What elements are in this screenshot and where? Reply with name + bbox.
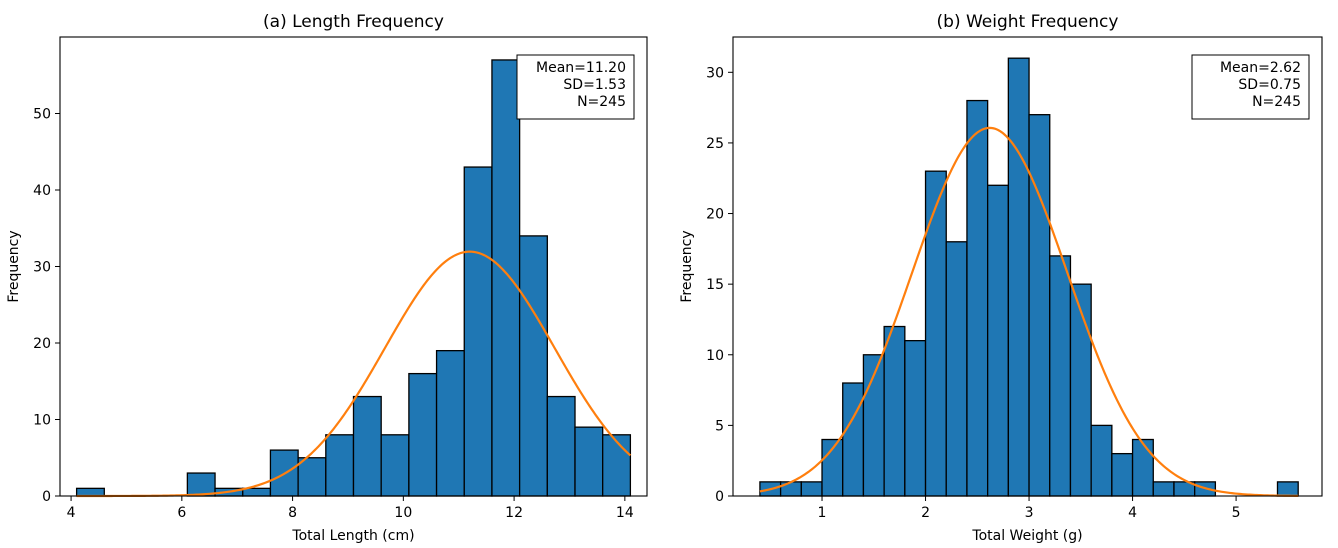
x-tick-label: 5 bbox=[1232, 505, 1241, 521]
stats-line: N=245 bbox=[577, 94, 626, 110]
histogram-bar bbox=[883, 325, 906, 497]
histogram-bar bbox=[75, 487, 105, 497]
histogram-bar bbox=[945, 241, 968, 497]
x-tick-label: 3 bbox=[1025, 505, 1034, 521]
histogram-bar bbox=[924, 170, 947, 497]
histogram-bar bbox=[1007, 57, 1030, 497]
x-axis-label: Total Weight (g) bbox=[971, 528, 1082, 544]
histogram-bar bbox=[842, 382, 865, 497]
stats-line: SD=1.53 bbox=[563, 77, 626, 93]
histogram-bar bbox=[966, 99, 989, 497]
y-tick-label: 0 bbox=[715, 489, 724, 505]
y-axis-label: Frequency bbox=[6, 230, 22, 302]
y-tick-label: 10 bbox=[33, 413, 51, 429]
histogram-bar bbox=[904, 339, 927, 497]
histogram-bar bbox=[1049, 255, 1072, 497]
chart-panel-2: 1 2 3 4 5 0 5 10 15 20 25 30 (b) Weight Frequency Tot… bbox=[679, 12, 1323, 544]
normal-fit-curve bbox=[759, 126, 1299, 497]
y-tick-label: 5 bbox=[715, 418, 724, 434]
histogram-bar bbox=[574, 426, 604, 497]
histogram-bar bbox=[1028, 114, 1051, 497]
y-tick-label: 15 bbox=[706, 277, 724, 293]
histogram-bar bbox=[1069, 283, 1092, 497]
histogram-bar bbox=[1131, 438, 1154, 497]
histogram-bar bbox=[380, 434, 410, 497]
histogram-bar bbox=[435, 349, 465, 497]
histogram-bar bbox=[1111, 452, 1134, 497]
x-tick-label: 4 bbox=[67, 505, 76, 521]
y-tick-label: 50 bbox=[33, 107, 51, 123]
histogram-bars bbox=[759, 57, 1299, 497]
histogram-bar bbox=[1090, 424, 1113, 497]
histogram-bar bbox=[1152, 481, 1175, 497]
histogram-bar bbox=[408, 372, 438, 497]
y-tick-label: 25 bbox=[706, 136, 724, 152]
stats-box-frame bbox=[1191, 54, 1310, 120]
stats-line: Mean=2.62 bbox=[1220, 60, 1301, 76]
stats-line: Mean=11.20 bbox=[536, 60, 626, 76]
histogram-bar bbox=[800, 481, 823, 497]
histogram-bars bbox=[75, 59, 632, 497]
histogram-bar bbox=[352, 395, 382, 497]
x-tick-label: 8 bbox=[288, 505, 297, 521]
stats-line: N=245 bbox=[1252, 94, 1301, 110]
histogram-bar bbox=[1276, 481, 1299, 497]
x-tick-label: 4 bbox=[1128, 505, 1137, 521]
x-tick-label: 2 bbox=[921, 505, 930, 521]
histogram-bar bbox=[186, 472, 216, 497]
y-axis-label: Frequency bbox=[679, 230, 695, 302]
chart-title: (a) Length Frequency bbox=[263, 12, 444, 32]
x-tick-label: 10 bbox=[394, 505, 412, 521]
chart-panel-1: 4 6 8 10 12 14 0 10 20 30 40 50 (a) Length Frequency… bbox=[6, 12, 648, 544]
stats-line: SD=0.75 bbox=[1238, 77, 1301, 93]
y-tick-label: 30 bbox=[33, 260, 51, 276]
y-tick-label: 20 bbox=[706, 207, 724, 223]
x-tick-label: 6 bbox=[177, 505, 186, 521]
histogram-bar bbox=[297, 457, 327, 497]
histogram-bar bbox=[518, 235, 548, 497]
x-tick-label: 1 bbox=[818, 505, 827, 521]
y-tick-label: 0 bbox=[42, 489, 51, 505]
y-tick-label: 20 bbox=[33, 336, 51, 352]
histogram-bar bbox=[242, 487, 272, 497]
y-tick-label: 30 bbox=[706, 65, 724, 81]
x-axis-label: Total Length (cm) bbox=[291, 528, 414, 544]
stats-box-frame bbox=[516, 54, 635, 120]
histogram-bar bbox=[491, 59, 521, 497]
histogram-bar bbox=[546, 395, 576, 497]
histogram-bar bbox=[325, 434, 355, 497]
plot-frame bbox=[732, 36, 1323, 497]
y-tick-label: 40 bbox=[33, 183, 51, 199]
x-tick-label: 14 bbox=[616, 505, 634, 521]
y-tick-label: 10 bbox=[706, 348, 724, 364]
histogram-bar bbox=[463, 166, 493, 497]
histogram-bar bbox=[602, 434, 632, 497]
chart-title: (b) Weight Frequency bbox=[937, 12, 1119, 32]
histogram-bar bbox=[986, 184, 1009, 497]
x-tick-label: 12 bbox=[505, 505, 523, 521]
